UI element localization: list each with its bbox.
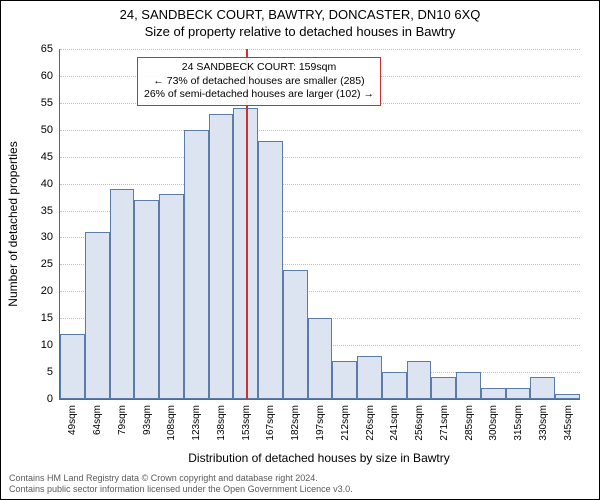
y-tick-label: 55	[23, 97, 53, 109]
title-line-1: 24, SANDBECK COURT, BAWTRY, DONCASTER, D…	[1, 7, 599, 22]
grid-line	[60, 49, 580, 50]
y-tick-label: 30	[23, 231, 53, 243]
histogram-bar	[332, 361, 357, 399]
x-tick-label: 256sqm	[414, 405, 425, 441]
y-axis-label: Number of detached properties	[6, 141, 20, 306]
chart-area: Number of detached properties Distributi…	[59, 49, 579, 399]
x-tick-label: 212sqm	[340, 405, 351, 441]
x-tick-label: 153sqm	[241, 405, 252, 441]
x-tick-label: 182sqm	[290, 405, 301, 441]
footer-line-1: Contains HM Land Registry data © Crown c…	[9, 473, 353, 484]
x-tick-label: 226sqm	[365, 405, 376, 441]
x-tick-label: 138sqm	[216, 405, 227, 441]
histogram-bar	[357, 356, 382, 399]
y-tick-label: 20	[23, 285, 53, 297]
grid-line	[60, 157, 580, 158]
y-tick-label: 15	[23, 312, 53, 324]
x-tick-label: 108sqm	[166, 405, 177, 441]
x-tick-label: 241sqm	[389, 405, 400, 441]
histogram-bar	[134, 200, 159, 399]
x-tick-label: 123sqm	[191, 405, 202, 441]
histogram-bar	[431, 377, 456, 399]
y-tick-label: 35	[23, 205, 53, 217]
x-tick-label: 197sqm	[315, 405, 326, 441]
x-axis-label: Distribution of detached houses by size …	[59, 451, 579, 465]
histogram-bar	[85, 232, 110, 399]
x-tick-label: 93sqm	[142, 405, 153, 435]
x-tick-label: 315sqm	[513, 405, 524, 441]
y-tick-label: 5	[23, 366, 53, 378]
histogram-bar	[159, 194, 184, 399]
histogram-bar	[184, 130, 209, 399]
x-tick-label: 330sqm	[538, 405, 549, 441]
x-tick-label: 271sqm	[439, 405, 450, 441]
annotation-line-2: ← 73% of detached houses are smaller (28…	[144, 75, 374, 89]
footer-line-2: Contains public sector information licen…	[9, 484, 353, 495]
y-tick-label: 50	[23, 124, 53, 136]
histogram-bar	[308, 318, 333, 399]
chart-container: 24, SANDBECK COURT, BAWTRY, DONCASTER, D…	[0, 0, 600, 500]
y-tick-label: 10	[23, 339, 53, 351]
y-tick-label: 0	[23, 393, 53, 405]
histogram-bar	[209, 114, 234, 399]
histogram-bar	[506, 388, 531, 399]
y-tick-label: 60	[23, 70, 53, 82]
y-tick-label: 40	[23, 178, 53, 190]
annotation-box: 24 SANDBECK COURT: 159sqm ← 73% of detac…	[137, 57, 381, 106]
histogram-bar	[258, 141, 283, 399]
grid-line	[60, 184, 580, 185]
x-tick-label: 285sqm	[464, 405, 475, 441]
y-tick-label: 25	[23, 258, 53, 270]
histogram-bar	[110, 189, 135, 399]
y-tick-label: 65	[23, 43, 53, 55]
y-tick-label: 45	[23, 151, 53, 163]
x-tick-label: 167sqm	[265, 405, 276, 441]
histogram-bar	[382, 372, 407, 399]
histogram-bar	[555, 394, 580, 399]
histogram-bar	[530, 377, 555, 399]
x-tick-label: 64sqm	[92, 405, 103, 435]
histogram-bar	[456, 372, 481, 399]
histogram-bar	[481, 388, 506, 399]
x-tick-label: 79sqm	[117, 405, 128, 435]
title-line-2: Size of property relative to detached ho…	[1, 24, 599, 39]
x-tick-label: 49sqm	[67, 405, 78, 435]
x-tick-label: 345sqm	[563, 405, 574, 441]
annotation-line-1: 24 SANDBECK COURT: 159sqm	[144, 61, 374, 75]
grid-line	[60, 130, 580, 131]
annotation-line-3: 26% of semi-detached houses are larger (…	[144, 88, 374, 102]
histogram-bar	[283, 270, 308, 399]
x-tick-label: 300sqm	[488, 405, 499, 441]
histogram-bar	[407, 361, 432, 399]
histogram-bar	[60, 334, 85, 399]
footer-attribution: Contains HM Land Registry data © Crown c…	[9, 473, 353, 495]
